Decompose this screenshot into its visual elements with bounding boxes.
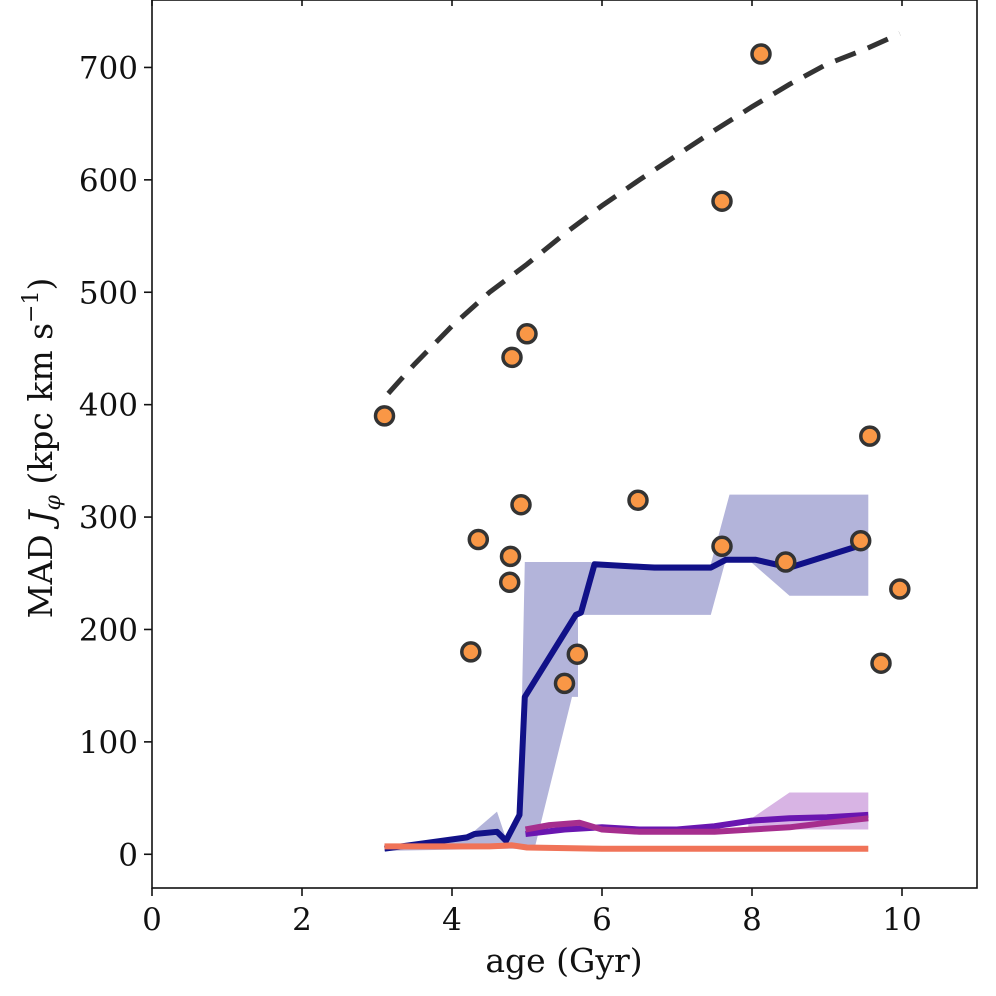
scatter-point [566, 643, 589, 665]
y-tick-label: 200 [79, 612, 138, 648]
scatter-point [870, 652, 892, 674]
x-tick-label: 0 [142, 902, 162, 938]
y-tick-label: 600 [79, 163, 138, 199]
x-axis-label: age (Gyr) [485, 941, 642, 980]
x-tick-label: 8 [742, 902, 762, 938]
scatter-point [627, 489, 649, 511]
navy-series-line [384, 540, 870, 852]
y-tick-label: 500 [79, 275, 138, 311]
scatter-point [499, 545, 522, 568]
y-axis-label: MAD Jφ (kpc km s−1) [19, 278, 66, 619]
y-tick-label: 700 [79, 50, 138, 86]
y-tick-label: 400 [79, 388, 138, 424]
scatter-point [711, 535, 733, 558]
scatter-point [750, 43, 772, 65]
scatter-point [501, 346, 523, 369]
scatter-point [498, 571, 521, 594]
purple-series-line [525, 811, 869, 837]
x-tick-label: 10 [882, 902, 921, 938]
salmon-series-line [384, 842, 869, 852]
scatter-point [774, 551, 797, 573]
x-tick-label: 2 [292, 902, 312, 938]
y-tick-label: 100 [79, 725, 138, 761]
scatter-point [510, 493, 532, 516]
dashed-trend-line [386, 31, 901, 396]
x-tick-label: 6 [592, 902, 612, 938]
plot-area [373, 31, 911, 852]
y-tick-label: 300 [79, 500, 138, 536]
scatter-point [460, 641, 482, 663]
scatter-point [859, 425, 881, 447]
scatter-point [889, 578, 911, 600]
scatter-point [553, 672, 576, 695]
axes-frame [151, 0, 978, 889]
x-tick-label: 4 [442, 902, 462, 938]
scatter-point [849, 529, 872, 552]
magenta-series-line [524, 815, 869, 835]
scatter-point [467, 528, 490, 551]
y-tick-label: 0 [118, 837, 138, 873]
scatter-point [373, 405, 396, 427]
scatter-point [516, 323, 538, 345]
scatter-point [711, 190, 733, 212]
